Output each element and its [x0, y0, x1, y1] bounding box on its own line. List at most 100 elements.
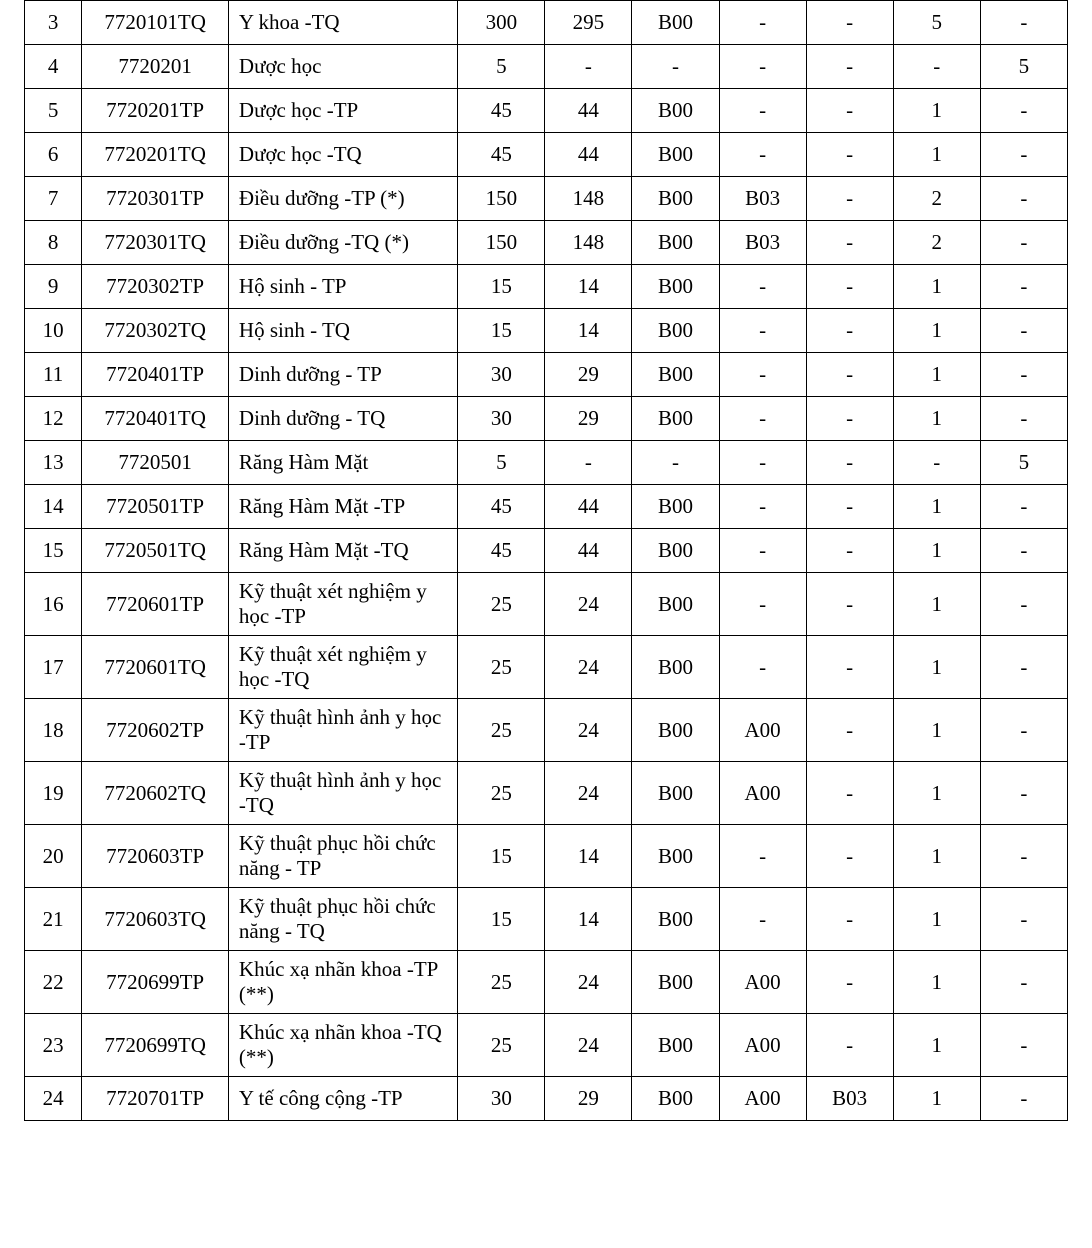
table-cell: 20	[25, 825, 82, 888]
table-cell: 30	[458, 353, 545, 397]
table-cell: Răng Hàm Mặt -TQ	[228, 529, 457, 573]
table-cell: B00	[632, 762, 719, 825]
table-cell: B00	[632, 573, 719, 636]
table-cell: 7720501TQ	[82, 529, 229, 573]
table-row: 97720302TPHộ sinh - TP1514B00--1-	[25, 265, 1068, 309]
table-cell: 45	[458, 89, 545, 133]
table-cell: 5	[980, 441, 1067, 485]
table-cell: -	[632, 441, 719, 485]
table-cell: 44	[545, 529, 632, 573]
table-cell: 7720699TQ	[82, 1014, 229, 1077]
table-cell: -	[719, 573, 806, 636]
table-cell: -	[806, 441, 893, 485]
table-cell: -	[980, 573, 1067, 636]
table-cell: 7720701TP	[82, 1077, 229, 1121]
table-cell: A00	[719, 951, 806, 1014]
table-cell: -	[719, 529, 806, 573]
table-cell: 2	[893, 177, 980, 221]
table-cell: 1	[893, 636, 980, 699]
table-cell: -	[980, 1077, 1067, 1121]
table-cell: 9	[25, 265, 82, 309]
table-cell: 1	[893, 1014, 980, 1077]
table-cell: -	[719, 133, 806, 177]
table-cell: -	[980, 177, 1067, 221]
table-cell: -	[719, 441, 806, 485]
table-cell: -	[719, 825, 806, 888]
table-cell: 7720501TP	[82, 485, 229, 529]
table-cell: -	[980, 762, 1067, 825]
table-cell: -	[719, 485, 806, 529]
table-cell: 7720302TQ	[82, 309, 229, 353]
table-cell: Hộ sinh - TQ	[228, 309, 457, 353]
table-cell: 300	[458, 1, 545, 45]
table-cell: 7720201	[82, 45, 229, 89]
table-cell: 5	[458, 45, 545, 89]
table-row: 77720301TPĐiều dưỡng -TP (*)150148B00B03…	[25, 177, 1068, 221]
table-row: 127720401TQDinh dưỡng - TQ3029B00--1-	[25, 397, 1068, 441]
table-cell: -	[980, 397, 1067, 441]
table-cell: 150	[458, 177, 545, 221]
table-cell: -	[980, 265, 1067, 309]
table-cell: -	[806, 1, 893, 45]
table-cell: 45	[458, 485, 545, 529]
table-cell: Hộ sinh - TP	[228, 265, 457, 309]
table-cell: -	[980, 309, 1067, 353]
table-cell: -	[719, 397, 806, 441]
table-cell: 44	[545, 133, 632, 177]
table-cell: Răng Hàm Mặt	[228, 441, 457, 485]
table-cell: -	[806, 1014, 893, 1077]
table-cell: B03	[719, 177, 806, 221]
table-cell: 7720602TP	[82, 699, 229, 762]
table-cell: 5	[980, 45, 1067, 89]
table-row: 137720501Răng Hàm Mặt5-----5	[25, 441, 1068, 485]
table-cell: -	[980, 89, 1067, 133]
table-cell: -	[719, 353, 806, 397]
table-cell: 24	[545, 762, 632, 825]
table-row: 67720201TQDược học -TQ4544B00--1-	[25, 133, 1068, 177]
table-cell: -	[632, 45, 719, 89]
table-cell: -	[806, 265, 893, 309]
table-cell: B00	[632, 636, 719, 699]
table-cell: 5	[893, 1, 980, 45]
table-cell: -	[806, 177, 893, 221]
table-cell: 16	[25, 573, 82, 636]
table-cell: -	[980, 699, 1067, 762]
table-cell: -	[806, 825, 893, 888]
table-cell: -	[545, 441, 632, 485]
table-cell: 30	[458, 397, 545, 441]
table-cell: 1	[893, 353, 980, 397]
table-cell: 14	[545, 309, 632, 353]
table-cell: 1	[893, 1077, 980, 1121]
table-cell: 45	[458, 133, 545, 177]
table-cell: 25	[458, 762, 545, 825]
table-cell: 18	[25, 699, 82, 762]
table-cell: 22	[25, 951, 82, 1014]
table-cell: 44	[545, 485, 632, 529]
table-cell: Kỹ thuật phục hồi chức năng - TQ	[228, 888, 457, 951]
table-cell: -	[893, 45, 980, 89]
table-cell: 1	[893, 265, 980, 309]
table-cell: 25	[458, 636, 545, 699]
table-cell: -	[806, 699, 893, 762]
table-row: 147720501TPRăng Hàm Mặt -TP4544B00--1-	[25, 485, 1068, 529]
table-cell: 7720601TQ	[82, 636, 229, 699]
table-cell: 1	[893, 762, 980, 825]
table-cell: Kỹ thuật hình ảnh y học -TQ	[228, 762, 457, 825]
table-cell: 11	[25, 353, 82, 397]
table-row: 37720101TQY khoa -TQ300295B00--5-	[25, 1, 1068, 45]
table-cell: Kỹ thuật xét nghiệm y học -TQ	[228, 636, 457, 699]
table-row: 87720301TQĐiều dưỡng -TQ (*)150148B00B03…	[25, 221, 1068, 265]
table-cell: B00	[632, 177, 719, 221]
table-cell: -	[806, 485, 893, 529]
table-cell: A00	[719, 762, 806, 825]
table-cell: 10	[25, 309, 82, 353]
table-cell: 1	[893, 89, 980, 133]
table-cell: 45	[458, 529, 545, 573]
table-cell: 5	[458, 441, 545, 485]
table-cell: 24	[545, 951, 632, 1014]
table-cell: 19	[25, 762, 82, 825]
table-cell: -	[806, 762, 893, 825]
table-cell: B00	[632, 397, 719, 441]
table-cell: -	[806, 309, 893, 353]
table-cell: 1	[893, 485, 980, 529]
